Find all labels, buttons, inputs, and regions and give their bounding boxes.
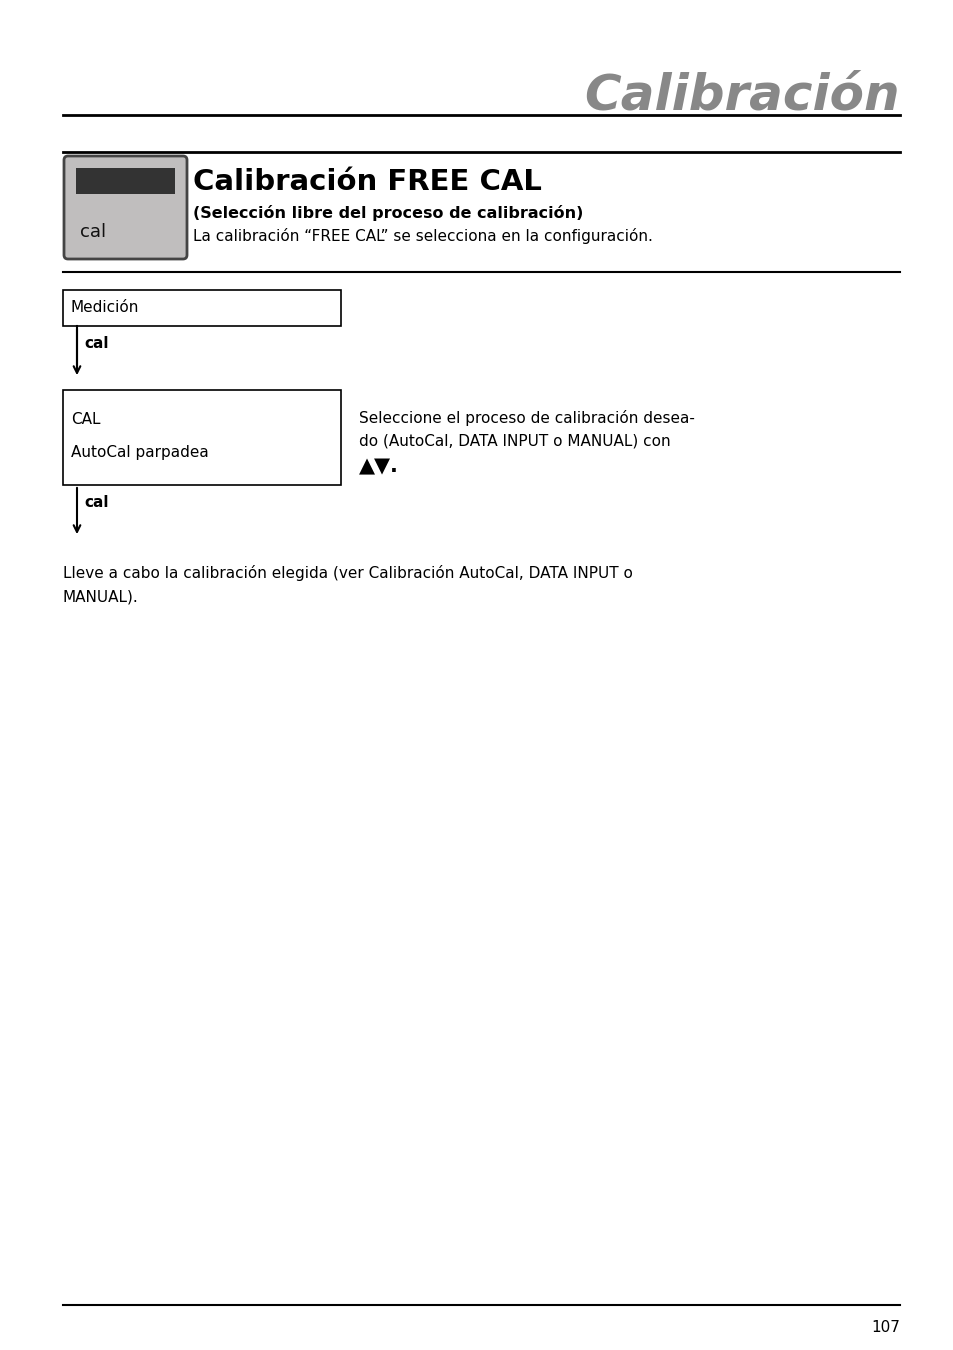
Bar [76,167,174,194]
Text: cal: cal [84,495,109,510]
Text: Medición: Medición [71,301,139,316]
Text: AutoCal parpadea: AutoCal parpadea [71,446,209,460]
FancyBboxPatch shape [64,157,187,259]
Text: MANUAL).: MANUAL). [63,590,138,605]
Text: Calibración: Calibración [584,72,899,120]
Text: Lleve a cabo la calibración elegida (ver Calibración AutoCal, DATA INPUT o: Lleve a cabo la calibración elegida (ver… [63,566,632,580]
Bar [63,290,340,325]
Text: do (AutoCal, DATA INPUT o MANUAL) con: do (AutoCal, DATA INPUT o MANUAL) con [358,433,670,448]
Text: La calibración “FREE CAL” se selecciona en la configuración.: La calibración “FREE CAL” se selecciona … [193,228,652,244]
Text: (Selección libre del proceso de calibración): (Selección libre del proceso de calibrac… [193,205,583,221]
Text: Seleccione el proceso de calibración desea-: Seleccione el proceso de calibración des… [358,410,694,427]
Text: cal: cal [80,223,106,242]
Text: ▲▼.: ▲▼. [358,456,398,477]
Text: cal: cal [84,336,109,351]
Text: 107: 107 [870,1320,899,1335]
Text: CAL: CAL [71,412,100,427]
Text: Calibración FREE CAL: Calibración FREE CAL [193,167,541,196]
Bar [63,390,340,485]
